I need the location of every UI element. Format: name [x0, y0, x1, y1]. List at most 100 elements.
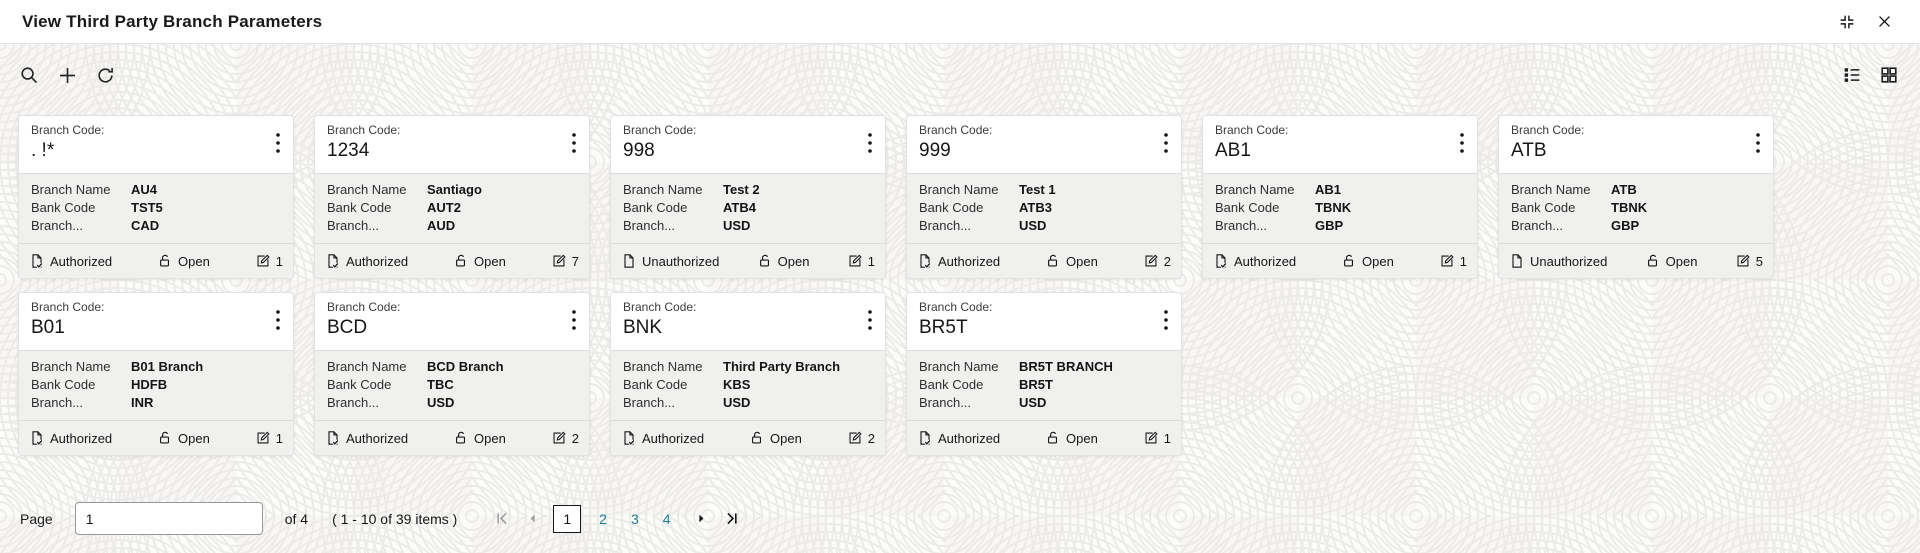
refresh-icon[interactable] — [92, 62, 119, 89]
add-icon[interactable] — [54, 62, 81, 89]
edit-count-icon — [1737, 254, 1750, 267]
page-number-3[interactable]: 3 — [630, 510, 639, 527]
branch-name-label: Branch Name — [31, 359, 111, 374]
edit-count-text: 2 — [867, 430, 875, 446]
edit-count: 5 — [1735, 253, 1763, 269]
open-lock-icon — [1048, 254, 1058, 267]
branch-code-label: Branch Code: — [623, 123, 697, 137]
bank-code-label: Bank Code — [919, 200, 984, 216]
authorized-doc-icon — [920, 254, 932, 269]
authorization-text: Authorized — [346, 430, 409, 446]
branch-code-label: Branch Code: — [623, 300, 697, 314]
card-footer: Authorized Open 1 — [1203, 243, 1477, 278]
kebab-menu-icon[interactable] — [269, 130, 287, 159]
branch-name-label: Branch Name — [623, 182, 703, 197]
bank-code-label: Bank Code — [31, 200, 96, 216]
card-header: Branch Code: 999 — [907, 116, 1181, 173]
record-status-text: Open — [777, 253, 810, 269]
card-details: Branch Name Test 2 Bank Code ATB4 Branch… — [611, 173, 885, 243]
bank-code-label: Bank Code — [1215, 200, 1280, 216]
branch-name-value: Test 2 — [723, 182, 760, 197]
branch-code-value: B01 — [31, 317, 65, 338]
kebab-menu-icon[interactable] — [269, 307, 287, 336]
last-page-icon[interactable] — [716, 508, 747, 529]
kebab-menu-icon[interactable] — [1453, 130, 1471, 159]
page-number-2[interactable]: 2 — [599, 510, 607, 527]
toolbar — [0, 44, 1920, 90]
card-footer: Authorized Open 7 — [315, 243, 589, 278]
kebab-menu-icon[interactable] — [861, 307, 879, 336]
edit-count-text: 1 — [1163, 430, 1171, 446]
edit-count-icon — [257, 254, 270, 267]
page-number-4[interactable]: 4 — [662, 510, 671, 527]
page-title: View Third Party Branch Parameters — [22, 11, 323, 31]
edit-count: 1 — [1143, 430, 1171, 446]
authorization-status: Unauthorized — [1509, 253, 1607, 269]
kebab-menu-icon[interactable] — [1157, 307, 1175, 336]
record-status: Open — [453, 430, 506, 446]
unauthorized-doc-icon — [624, 254, 634, 268]
branch-currency-value: INR — [131, 395, 154, 411]
kebab-menu-icon[interactable] — [1157, 130, 1175, 159]
bank-code-label: Bank Code — [623, 377, 688, 393]
authorization-status: Authorized — [917, 253, 1000, 269]
branch-card: Branch Code: . !* Branch Name AU4 Bank C… — [18, 115, 294, 279]
branch-name-label: Branch Name — [1215, 182, 1295, 197]
branch-currency-value: USD — [1019, 395, 1047, 411]
record-status: Open — [157, 430, 210, 446]
card-details: Branch Name BR5T BRANCH Bank Code BR5T B… — [907, 350, 1181, 420]
kebab-menu-icon[interactable] — [1749, 130, 1767, 159]
open-lock-icon — [456, 254, 466, 267]
authorization-text: Unauthorized — [1530, 253, 1608, 269]
edit-count: 1 — [255, 253, 283, 269]
list-view-icon[interactable] — [1839, 62, 1865, 88]
record-status-text: Open — [178, 430, 210, 446]
edit-count-icon — [849, 431, 862, 444]
record-status-text: Open — [1665, 253, 1698, 269]
edit-count-icon — [257, 431, 270, 444]
branch-code-label: Branch Code: — [327, 300, 401, 314]
page-total-text: of 4 — [284, 510, 309, 527]
bank-code-label: Bank Code — [327, 200, 392, 216]
bank-code-label: Bank Code — [327, 377, 392, 393]
edit-count-text: 1 — [275, 430, 283, 446]
kebab-menu-icon[interactable] — [565, 130, 583, 159]
page-number-1[interactable]: 1 — [553, 504, 582, 533]
branch-currency-label: Branch... — [31, 395, 84, 411]
authorization-status: Authorized — [325, 430, 408, 446]
branch-currency-label: Branch... — [623, 395, 676, 411]
edit-count-text: 2 — [1163, 253, 1171, 269]
bank-code-value: ATB3 — [1019, 200, 1052, 216]
kebab-menu-icon[interactable] — [565, 307, 583, 336]
authorization-status: Unauthorized — [621, 253, 719, 269]
search-icon[interactable] — [16, 62, 43, 89]
branch-name-value: AB1 — [1315, 182, 1342, 197]
authorized-doc-icon — [920, 431, 932, 446]
edit-count-text: 2 — [571, 430, 579, 446]
grid-view-icon[interactable] — [1876, 62, 1902, 88]
open-lock-icon — [160, 254, 170, 267]
bank-code-value: BR5T — [1019, 377, 1053, 393]
branch-currency-label: Branch... — [1215, 218, 1268, 234]
authorization-status: Authorized — [29, 430, 112, 446]
kebab-menu-icon[interactable] — [861, 130, 879, 159]
first-page-icon[interactable] — [487, 508, 518, 529]
previous-page-icon[interactable] — [518, 509, 547, 528]
record-status-text: Open — [474, 253, 506, 269]
branch-currency-value: CAD — [131, 218, 160, 234]
card-details: Branch Name B01 Branch Bank Code HDFB Br… — [19, 350, 293, 420]
edit-count-icon — [849, 254, 862, 267]
bank-code-label: Bank Code — [919, 377, 984, 393]
close-icon[interactable] — [1874, 11, 1895, 32]
branch-name-value: BR5T BRANCH — [1019, 359, 1113, 374]
branch-currency-label: Branch... — [327, 395, 380, 411]
header-actions — [1836, 11, 1895, 33]
page-input[interactable] — [74, 502, 263, 535]
card-details: Branch Name BCD Branch Bank Code TBC Bra… — [315, 350, 589, 420]
collapse-icon[interactable] — [1836, 11, 1858, 33]
authorized-doc-icon — [624, 431, 636, 446]
next-page-icon[interactable] — [687, 509, 716, 528]
branch-code-value: ATB — [1511, 140, 1547, 161]
